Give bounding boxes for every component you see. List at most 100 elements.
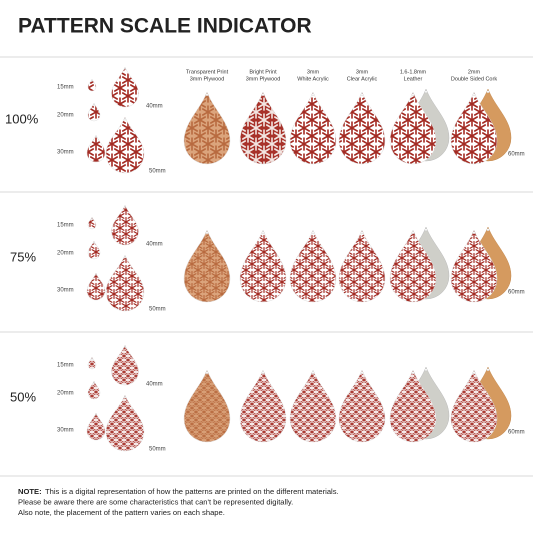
teardrop: [338, 91, 386, 165]
hole: [95, 274, 97, 276]
hole: [124, 68, 126, 70]
hole: [360, 231, 364, 235]
teardrop: [86, 412, 106, 441]
hole: [486, 368, 490, 372]
teardrop: [86, 272, 106, 301]
hole: [472, 93, 476, 97]
hole: [424, 90, 428, 94]
note-text: Also note, the placement of the pattern …: [18, 508, 225, 517]
hole: [311, 371, 315, 375]
size-label: 20mm: [57, 391, 74, 397]
teardrop: [389, 91, 437, 165]
size-label: 60mm: [508, 430, 525, 436]
scale-label: 50%: [10, 389, 36, 404]
teardrop: [389, 369, 437, 443]
material-header: Bright Print: [249, 69, 277, 75]
hole: [123, 256, 127, 259]
hole: [411, 371, 415, 375]
hole: [261, 93, 265, 97]
teardrop: [87, 356, 97, 370]
hole: [93, 104, 95, 106]
teardrop: [389, 229, 437, 303]
teardrop: [87, 78, 97, 92]
material-header: 2mm: [468, 69, 481, 75]
teardrop: [105, 394, 145, 452]
size-label: 30mm: [57, 288, 74, 294]
teardrop: [183, 369, 231, 443]
hole: [91, 358, 93, 360]
note-text: This is a digital representation of how …: [45, 487, 339, 496]
hole: [123, 118, 127, 121]
teardrop: [338, 369, 386, 443]
teardrop: [87, 240, 101, 260]
size-label: 60mm: [508, 290, 525, 296]
note-label: NOTE:: [18, 487, 42, 496]
page-title: PATTERN SCALE INDICATOR: [18, 15, 312, 38]
hole: [91, 80, 93, 82]
material-header: 3mm: [356, 69, 369, 75]
hole: [411, 231, 415, 235]
teardrop: [450, 229, 498, 303]
material-header: Leather: [404, 76, 423, 82]
hole: [95, 414, 97, 416]
hole: [311, 231, 315, 235]
hole: [360, 93, 364, 97]
size-label: 30mm: [57, 150, 74, 156]
size-label: 15mm: [57, 363, 74, 369]
size-label: 20mm: [57, 251, 74, 257]
size-label: 40mm: [146, 242, 163, 248]
teardrop: [105, 116, 145, 174]
hole: [486, 228, 490, 232]
scale-label: 100%: [5, 111, 39, 126]
hole: [472, 371, 476, 375]
teardrop: [86, 134, 106, 163]
size-label: 40mm: [146, 382, 163, 388]
teardrop: [111, 204, 139, 246]
material-header: 3mm Plywood: [190, 76, 225, 82]
hole: [124, 346, 126, 348]
hole: [261, 371, 265, 375]
hole: [124, 206, 126, 208]
size-label: 50mm: [149, 447, 166, 453]
teardrop: [450, 369, 498, 443]
size-label: 40mm: [146, 104, 163, 110]
hole: [95, 136, 97, 138]
teardrop: [87, 380, 101, 400]
note-text: Please be aware there are some character…: [18, 498, 293, 507]
size-label: 20mm: [57, 113, 74, 119]
size-label: 15mm: [57, 85, 74, 91]
hole: [411, 93, 415, 97]
hole: [360, 371, 364, 375]
material-header: Transparent Print: [186, 69, 229, 75]
hole: [205, 93, 209, 97]
teardrop: [338, 229, 386, 303]
scale-label: 75%: [10, 249, 36, 264]
hole: [91, 218, 93, 220]
material-header: Double Sided Cork: [451, 76, 497, 82]
hole: [472, 231, 476, 235]
hole: [93, 242, 95, 244]
material-header: 1.6-1.8mm: [400, 69, 427, 75]
hole: [424, 228, 428, 232]
size-label: 15mm: [57, 223, 74, 229]
material-header: White Acrylic: [297, 76, 329, 82]
hole: [486, 90, 490, 94]
size-label: 50mm: [149, 307, 166, 313]
teardrop: [289, 369, 337, 443]
hole: [123, 396, 127, 399]
material-header: Clear Acrylic: [347, 76, 378, 82]
teardrop: [183, 229, 231, 303]
teardrop: [183, 91, 231, 165]
teardrop: [239, 91, 287, 165]
teardrop: [239, 229, 287, 303]
size-label: 60mm: [508, 152, 525, 158]
hole: [93, 382, 95, 384]
teardrop: [87, 102, 101, 122]
teardrop: [289, 91, 337, 165]
teardrop: [239, 369, 287, 443]
hole: [311, 93, 315, 97]
hole: [424, 368, 428, 372]
hole: [205, 231, 209, 235]
hole: [261, 231, 265, 235]
